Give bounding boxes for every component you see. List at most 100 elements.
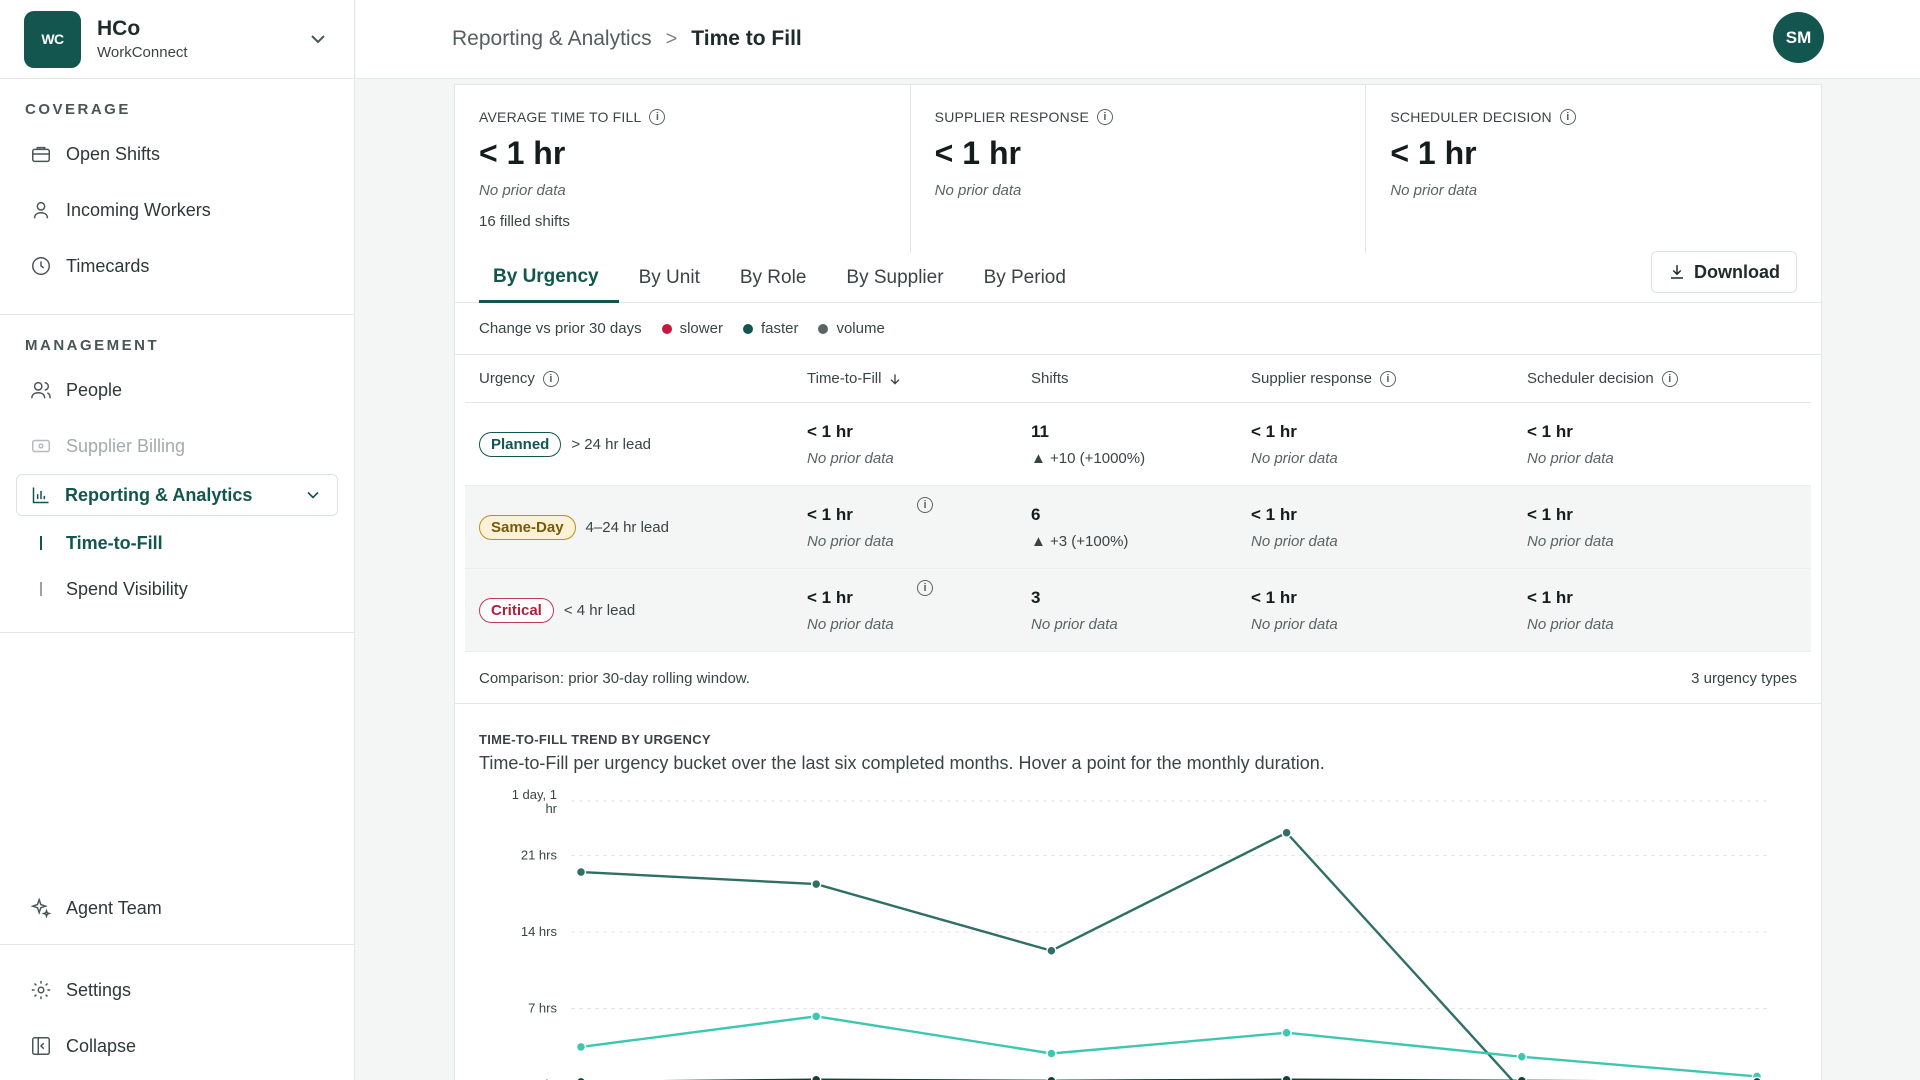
stat-value: < 1 hr [479, 135, 566, 171]
sidebar-subitem-label: Spend Visibility [66, 578, 188, 599]
data-point[interactable] [1281, 1027, 1292, 1038]
breadcrumb-current: Time to Fill [691, 27, 802, 50]
chevron-down-icon[interactable] [306, 27, 330, 51]
ttf-value: < 1 hr [807, 587, 853, 607]
y-tick-label: 1 day, 1 hr [512, 787, 558, 816]
data-point[interactable] [810, 1011, 822, 1022]
legend-faster: faster [742, 320, 798, 337]
tab-by-period[interactable]: By Period [983, 267, 1066, 288]
table-row[interactable]: Same-Day 4–24 hr lead < 1 hr No prior data… [465, 486, 1811, 569]
y-tick-label: 7 hrs [528, 1001, 557, 1016]
tab-by-urgency[interactable]: By Urgency [479, 253, 619, 303]
scheduler-value: < 1 hr [1527, 504, 1573, 524]
org-switcher[interactable]: WC HCo WorkConnect [0, 0, 354, 79]
info-icon[interactable]: i [1661, 370, 1678, 387]
data-point[interactable] [1752, 1076, 1762, 1080]
sidebar-item-open-shifts[interactable]: Open Shifts [0, 126, 354, 182]
header-time-to-fill[interactable]: Time-to-Fill [807, 370, 882, 387]
dot-icon [661, 323, 672, 334]
clock-icon [32, 257, 50, 275]
sidebar-item-timecards[interactable]: Timecards [0, 238, 354, 294]
org-subtitle: WorkConnect [97, 44, 188, 61]
stat-scheduler-decision: SCHEDULER DECISION i < 1 hr No prior data [1366, 85, 1821, 253]
data-point[interactable] [1281, 827, 1292, 838]
shifts-value: 11 [1031, 421, 1049, 441]
breadcrumb-separator: > [665, 27, 678, 50]
header-supplier-response[interactable]: Supplier response [1251, 370, 1372, 387]
legend-slower: slower [661, 320, 723, 337]
supplier-value: < 1 hr [1251, 504, 1297, 524]
data-point[interactable] [575, 1041, 587, 1053]
data-point[interactable] [810, 1074, 822, 1080]
data-point[interactable] [576, 1076, 586, 1080]
data-point[interactable] [1046, 1075, 1057, 1080]
table-row[interactable]: Critical < 4 hr lead < 1 hr No prior data i… [465, 569, 1811, 652]
chevron-down-icon[interactable] [303, 485, 323, 505]
sidebar-item-incoming-workers[interactable]: Incoming Workers [0, 182, 354, 238]
data-point[interactable] [1516, 1051, 1528, 1063]
lead-time: < 4 hr lead [563, 601, 636, 619]
supplier-note: No prior data [1251, 615, 1338, 633]
tab-by-supplier[interactable]: By Supplier [846, 267, 944, 288]
data-point[interactable] [1281, 1074, 1292, 1080]
stat-note: No prior data [479, 182, 566, 199]
header-shifts[interactable]: Shifts [1031, 370, 1069, 387]
tab-by-unit[interactable]: By Unit [638, 267, 700, 288]
stat-note: No prior data [1390, 182, 1478, 199]
info-icon[interactable]: i [917, 496, 933, 513]
data-point[interactable] [810, 878, 822, 890]
sidebar-subitem-label: Time-to-Fill [66, 532, 163, 553]
info-icon[interactable]: i [542, 370, 559, 387]
lead-time: 4–24 hr lead [585, 518, 669, 536]
urgency-badge: Critical [479, 597, 554, 623]
info-icon[interactable]: i [649, 109, 666, 125]
y-tick-label: < 1 hr [523, 1077, 557, 1080]
header-urgency[interactable]: Urgency [479, 370, 535, 387]
dot-icon [818, 323, 829, 334]
supplier-value: < 1 hr [1251, 421, 1297, 441]
tab-by-role[interactable]: By Role [739, 267, 807, 288]
urgency-table: Urgency i Time-to-Fill Shifts Supplier re… [465, 355, 1811, 652]
shifts-note: No prior data [1031, 615, 1118, 633]
trend-chart: < 1 hr 7 hrs 14 hrs 21 hrs 1 day, 1hr [512, 787, 1767, 1080]
urgency-type-count: 3 urgency types [1691, 670, 1797, 687]
header-scheduler-decision[interactable]: Scheduler decision [1527, 370, 1654, 387]
y-tick-label: 21 hrs [521, 848, 558, 863]
table-row[interactable]: Planned > 24 hr lead < 1 hr No prior data … [465, 403, 1811, 486]
stat-label: SCHEDULER DECISION [1390, 109, 1552, 125]
bar-chart-icon [32, 487, 49, 504]
data-point[interactable] [1046, 945, 1057, 956]
sidebar-collapse-button[interactable]: Collapse [0, 1018, 354, 1074]
supplier-note: No prior data [1251, 532, 1338, 550]
data-point[interactable] [1046, 1048, 1057, 1059]
scheduler-note: No prior data [1527, 615, 1614, 633]
sidebar-item-label: Incoming Workers [66, 199, 211, 220]
sort-arrow-down-icon[interactable] [887, 371, 903, 387]
data-point[interactable] [1516, 1075, 1527, 1080]
sidebar-item-reporting-analytics[interactable]: Reporting & Analytics [16, 474, 338, 516]
sidebar-item-label: Supplier Billing [66, 435, 186, 456]
ttf-note: No prior data [807, 449, 894, 467]
billing-icon [32, 439, 50, 453]
data-point[interactable] [575, 866, 587, 878]
info-icon[interactable]: i [1559, 109, 1576, 125]
breadcrumb-parent[interactable]: Reporting & Analytics [452, 27, 652, 50]
download-button[interactable]: Download [1651, 251, 1797, 293]
sidebar-item-supplier-billing: Supplier Billing [0, 418, 354, 474]
info-icon[interactable]: i [917, 579, 933, 596]
sidebar-subitem-spend-visibility[interactable]: Spend Visibility [0, 566, 354, 612]
sidebar-item-settings[interactable]: Settings [0, 962, 354, 1018]
info-icon[interactable]: i [1097, 109, 1114, 125]
sidebar-item-agent-team[interactable]: Agent Team [0, 880, 354, 936]
change-legend: Change vs prior 30 days slower faster vo… [455, 303, 1821, 355]
info-icon[interactable]: i [1379, 370, 1396, 387]
dot-icon [742, 323, 753, 334]
series-line-0 [580, 831, 1514, 1080]
collapse-icon [32, 1037, 50, 1055]
sidebar-subitem-time-to-fill[interactable]: Time-to-Fill [0, 520, 354, 566]
sidebar-item-label: Settings [66, 979, 132, 1000]
sidebar-item-people[interactable]: People [0, 362, 354, 418]
series-line-1 [580, 1015, 1758, 1078]
avatar[interactable]: SM [1773, 12, 1824, 63]
supplier-note: No prior data [1251, 449, 1338, 467]
